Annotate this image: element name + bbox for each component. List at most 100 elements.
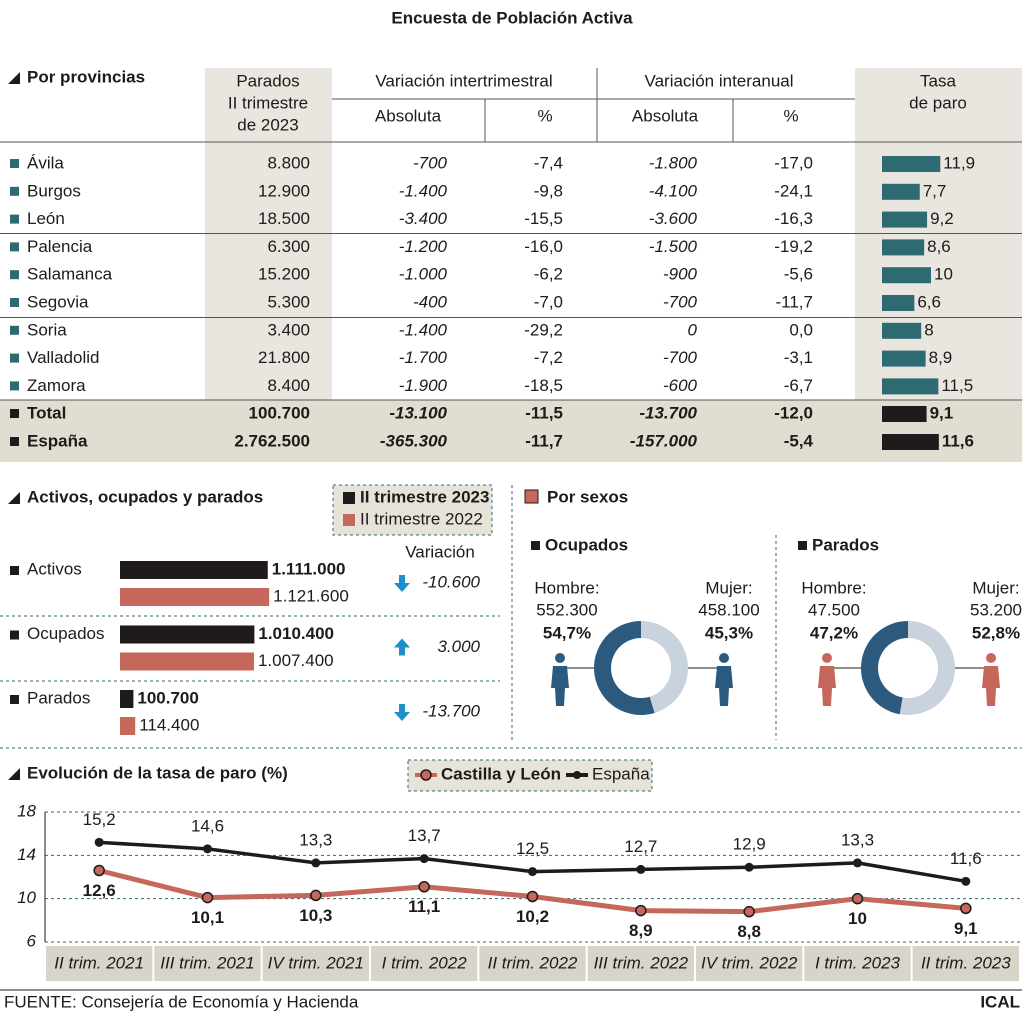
table-cell: -7,0 bbox=[534, 292, 563, 311]
donut-slice bbox=[860, 621, 908, 715]
data-label: 12,5 bbox=[516, 839, 549, 858]
value-label: 1.007.400 bbox=[258, 651, 334, 670]
category-label: Activos bbox=[27, 559, 82, 578]
table-cell: 21.800 bbox=[258, 348, 310, 367]
column-shade bbox=[855, 68, 1022, 462]
point bbox=[960, 902, 972, 915]
donut-slice bbox=[594, 621, 655, 715]
row-bullet bbox=[10, 381, 19, 391]
row-bullet bbox=[10, 353, 19, 363]
x-tick-label: III trim. 2022 bbox=[594, 953, 689, 972]
table-cell: -1.200 bbox=[399, 237, 448, 256]
point bbox=[851, 892, 864, 905]
point bbox=[526, 890, 539, 903]
row-name: Total bbox=[27, 403, 66, 422]
section-icon bbox=[8, 72, 20, 84]
figure bbox=[818, 666, 836, 706]
column-subheader: Absoluta bbox=[632, 106, 699, 125]
donut-slice bbox=[899, 621, 955, 715]
table-cell: -5,6 bbox=[784, 265, 813, 284]
section-icon bbox=[8, 492, 20, 504]
data-label: 11,6 bbox=[950, 849, 982, 868]
legend-label: II trimestre 2023 bbox=[360, 487, 489, 506]
slice-percent: 47,2% bbox=[810, 623, 858, 642]
table-cell: -9,8 bbox=[534, 181, 563, 200]
row-bullet bbox=[10, 270, 19, 280]
table-cell: -600 bbox=[663, 376, 698, 395]
row-bullet bbox=[10, 298, 19, 307]
table-cell: -1.000 bbox=[399, 265, 448, 284]
legend-swatch bbox=[343, 514, 355, 526]
credit: ICAL bbox=[980, 992, 1020, 1011]
table-cell: -19,2 bbox=[774, 237, 813, 256]
page-title: Encuesta de Población Activa bbox=[391, 8, 633, 27]
row-bullet bbox=[10, 695, 19, 704]
column-subheader: % bbox=[537, 106, 552, 125]
value-label: 1.111.000 bbox=[272, 559, 346, 578]
point bbox=[419, 854, 429, 864]
data-label: 12,7 bbox=[624, 837, 657, 856]
x-tick-label: I trim. 2023 bbox=[815, 953, 901, 972]
table-cell: -6,2 bbox=[534, 265, 563, 284]
table-cell: -16,3 bbox=[774, 209, 813, 228]
point bbox=[311, 858, 321, 868]
row-bullet bbox=[10, 566, 19, 575]
x-band bbox=[804, 946, 911, 981]
value-label: 100.700 bbox=[137, 688, 198, 707]
table-cell: -29,2 bbox=[524, 320, 563, 339]
data-label: 13,7 bbox=[408, 826, 441, 845]
category-label: Ocupados bbox=[27, 624, 105, 643]
bar bbox=[120, 652, 254, 671]
legend-label: Castilla y León bbox=[441, 764, 561, 783]
row-name: Soria bbox=[27, 320, 67, 339]
bar bbox=[120, 588, 270, 606]
chart-title: Ocupados bbox=[545, 535, 628, 554]
legend-box bbox=[407, 759, 653, 792]
section-dividers bbox=[0, 485, 1022, 749]
rate-bar bbox=[882, 156, 941, 172]
legend-marker bbox=[573, 771, 581, 779]
rate-label: 8 bbox=[924, 320, 933, 339]
slice-amount: 458.100 bbox=[698, 600, 759, 619]
rate-bar bbox=[882, 295, 915, 311]
figure bbox=[719, 653, 729, 663]
data-label: 10 bbox=[848, 909, 867, 928]
rate-label: 10 bbox=[934, 265, 953, 284]
slice-category: Mujer: bbox=[972, 578, 1019, 597]
table-cell: 8.400 bbox=[267, 376, 310, 395]
legend-box bbox=[332, 484, 493, 536]
table-cell: 8.800 bbox=[267, 153, 310, 172]
total-shade bbox=[0, 400, 1022, 462]
x-tick-label: II trim. 2022 bbox=[488, 953, 578, 972]
legend-label: España bbox=[592, 764, 650, 783]
point bbox=[203, 844, 212, 854]
row-name: Zamora bbox=[27, 376, 86, 395]
slice-amount: 47.500 bbox=[808, 600, 860, 619]
rate-bar bbox=[882, 322, 922, 339]
slice-percent: 52,8% bbox=[972, 623, 1020, 642]
section-icon bbox=[524, 489, 539, 504]
column-shade bbox=[205, 68, 332, 462]
x-band bbox=[912, 946, 1019, 981]
table-cell: -3.600 bbox=[649, 209, 698, 228]
rate-bar bbox=[882, 183, 920, 200]
rate-label: 8,9 bbox=[929, 348, 953, 367]
row-name: Valladolid bbox=[27, 348, 99, 367]
bar bbox=[120, 625, 255, 644]
chart-title: Parados bbox=[812, 535, 879, 554]
column-header: de paro bbox=[909, 93, 967, 112]
rate-label: 9,2 bbox=[930, 209, 954, 228]
table-cell: 12.900 bbox=[258, 181, 310, 200]
table-rules bbox=[0, 68, 1022, 401]
row-bullet bbox=[10, 630, 19, 640]
table-cell: -13.100 bbox=[389, 403, 447, 422]
section-title: Activos, ocupados y parados bbox=[27, 487, 263, 506]
table-cell: 0,0 bbox=[789, 320, 813, 339]
value-label: 1.010.400 bbox=[258, 624, 334, 643]
legend-swatch bbox=[343, 492, 355, 504]
legend-marker bbox=[420, 769, 432, 781]
value-label: 1.121.600 bbox=[273, 586, 349, 605]
point bbox=[93, 864, 105, 877]
figure bbox=[715, 666, 733, 706]
table-cell: -700 bbox=[663, 348, 698, 367]
